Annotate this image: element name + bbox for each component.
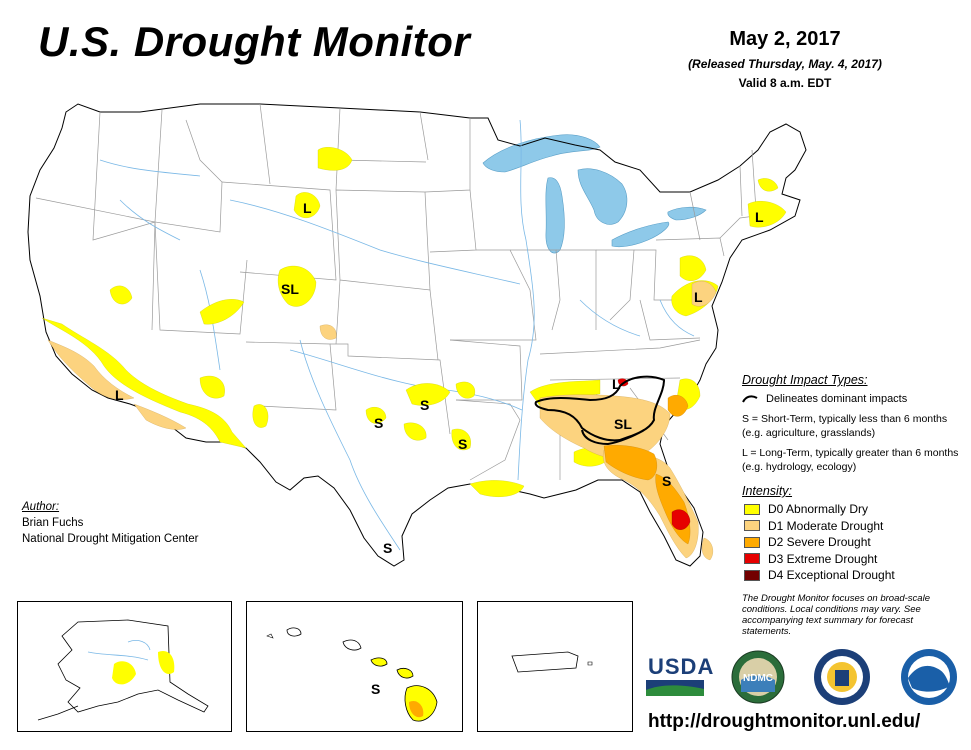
long-term-desc: L = Long-Term, typically greater than 6 …	[742, 447, 959, 473]
noaa-logo-icon	[901, 649, 957, 705]
author-name: Brian Fuchs	[22, 517, 84, 529]
impact-boundary-legend: Delineates dominant impacts	[742, 393, 962, 405]
legend-label: D1 Moderate Drought	[768, 518, 884, 533]
label-s-florida: S	[662, 473, 671, 489]
doc-seal-icon	[814, 649, 870, 705]
legend-swatch	[744, 569, 760, 581]
d0-abnormally-dry	[41, 147, 787, 497]
impact-types-title: Drought Impact Types:	[742, 373, 868, 387]
boundary-line-icon	[742, 395, 758, 403]
lake-michigan	[545, 177, 565, 254]
impact-labels: L SL L S S S S L L L SL S	[115, 200, 764, 556]
short-term-desc: S = Short-Term, typically less than 6 mo…	[742, 413, 948, 439]
great-lakes	[482, 134, 707, 254]
lake-erie	[611, 221, 670, 248]
label-s-hawaii: S	[371, 681, 380, 697]
legend-d2: D2 Severe Drought	[742, 534, 962, 551]
legend-swatch	[744, 503, 760, 515]
label-s-louisiana: S	[458, 436, 467, 452]
valid-time: Valid 8 a.m. EDT	[738, 76, 832, 90]
release-date: (Released Thursday, May. 4, 2017)	[688, 57, 882, 71]
map-title: U.S. Drought Monitor	[38, 18, 471, 65]
legend-label: D0 Abnormally Dry	[768, 502, 869, 517]
author-org: National Drought Mitigation Center	[22, 533, 199, 545]
usda-stripes-icon	[646, 680, 704, 696]
label-sl-georgia: SL	[614, 416, 632, 432]
legend-d3: D3 Extreme Drought	[742, 551, 962, 568]
label-l-wyoming: L	[303, 200, 312, 216]
legend-d4: D4 Exceptional Drought	[742, 567, 962, 584]
legend-d1: D1 Moderate Drought	[742, 518, 962, 535]
legend-d0: D0 Abnormally Dry	[742, 501, 962, 518]
d1-moderate-drought	[47, 281, 717, 561]
legend-label: D2 Severe Drought	[768, 535, 871, 550]
legend-label: D3 Extreme Drought	[768, 551, 878, 566]
lake-ontario	[667, 206, 707, 221]
intensity-legend: Intensity: D0 Abnormally Dry D1 Moderate…	[742, 484, 962, 584]
lake-huron	[577, 168, 628, 225]
hawaii-inset: S	[246, 601, 463, 732]
boundary-label: Delineates dominant impacts	[766, 393, 908, 405]
disclaimer-note: The Drought Monitor focuses on broad-sca…	[742, 593, 930, 637]
impact-types-legend: Drought Impact Types: Delineates dominan…	[742, 373, 962, 480]
website-url[interactable]: http://droughtmonitor.unl.edu/	[648, 711, 921, 732]
alaska-map	[37, 619, 209, 721]
ndmc-logo-icon: NDMC	[731, 650, 785, 704]
author-block: Author: Brian Fuchs National Drought Mit…	[22, 499, 198, 547]
map-date: May 2, 2017	[729, 28, 841, 50]
label-l-virginia: L	[694, 289, 703, 305]
legend-label: D4 Exceptional Drought	[768, 568, 895, 583]
author-label: Author:	[22, 501, 60, 513]
usda-logo: USDA	[648, 654, 715, 679]
label-s-texas-north: S	[374, 415, 383, 431]
puerto-rico-map	[511, 651, 593, 673]
date-block: May 2, 2017 (Released Thursday, May. 4, …	[640, 28, 930, 90]
label-l-new-england: L	[755, 209, 764, 225]
hawaii-map: S	[266, 627, 438, 722]
alaska-inset	[17, 601, 232, 732]
intensity-title: Intensity:	[742, 484, 793, 498]
impact-boundaries	[534, 375, 666, 446]
label-l-tennessee: L	[612, 376, 621, 392]
label-l-socal: L	[115, 387, 124, 403]
legend-swatch	[744, 536, 760, 548]
legend-swatch	[744, 520, 760, 532]
label-s-south-texas: S	[383, 540, 392, 556]
label-sl-colorado: SL	[281, 281, 299, 297]
ndmc-logo-text: NDMC	[743, 673, 773, 684]
legend-swatch	[744, 553, 760, 565]
us-outline	[27, 103, 807, 567]
puerto-rico-inset	[477, 601, 633, 732]
label-s-oklahoma: S	[420, 397, 429, 413]
